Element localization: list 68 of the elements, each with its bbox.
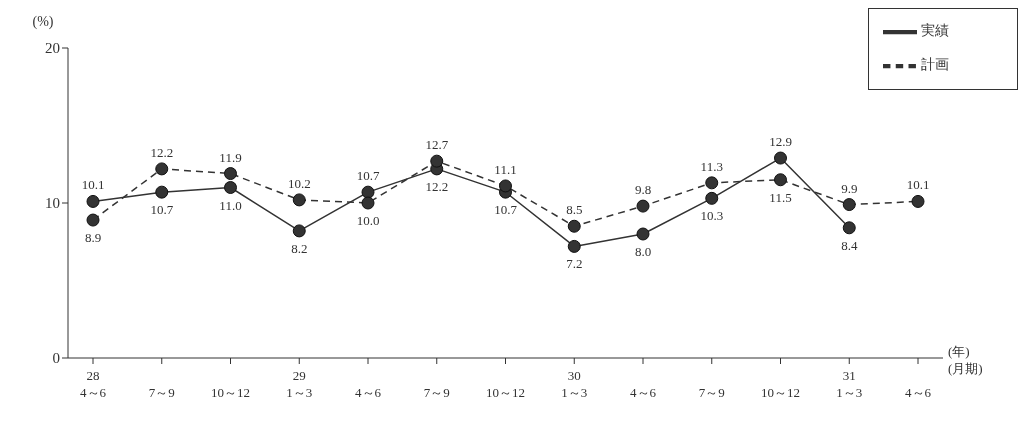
point — [155, 185, 169, 199]
x-tick-label: 4～6 — [630, 385, 657, 400]
data-label: 10.3 — [700, 208, 724, 224]
data-label: 11.3 — [700, 158, 723, 174]
y-axis-title: (%) — [32, 14, 54, 30]
legend-label: 実績 — [921, 23, 949, 39]
data-label: 11.5 — [769, 189, 792, 205]
point — [155, 162, 169, 176]
data-label: 10.2 — [287, 175, 311, 191]
x-tick-label: 10～12 — [761, 385, 800, 400]
data-label: 7.2 — [566, 256, 583, 272]
data-label: 12.7 — [425, 137, 449, 153]
point — [705, 176, 719, 190]
point — [430, 154, 444, 168]
data-label: 11.1 — [494, 161, 517, 177]
data-label: 9.8 — [634, 182, 652, 198]
point — [774, 151, 787, 165]
data-label: 9.9 — [841, 180, 858, 196]
y-tick-label: 20 — [45, 40, 60, 57]
point — [774, 173, 787, 187]
x-tick-label: 7～9 — [148, 385, 175, 400]
x-tick-label: 4～6 — [355, 385, 382, 400]
point — [292, 224, 306, 238]
data-label: 10.1 — [906, 177, 930, 193]
x-tick-label: 28 4～6 — [80, 368, 107, 400]
data-label: 8.4 — [841, 237, 858, 253]
y-tick-label: 10 — [45, 195, 60, 212]
y-tick-label: 0 — [52, 350, 60, 367]
point — [361, 196, 375, 210]
x-tick-label: 7～9 — [423, 385, 450, 400]
point — [499, 179, 512, 193]
data-label: 8.9 — [84, 230, 102, 246]
point — [567, 239, 581, 253]
data-label: 10.1 — [81, 177, 105, 193]
x-tick-label: 10～12 — [486, 385, 525, 400]
point — [705, 191, 719, 205]
x-tick-label: 7～9 — [698, 385, 725, 400]
point — [911, 194, 925, 208]
point — [636, 199, 650, 213]
x-tick-label: 30 1～3 — [561, 368, 588, 400]
data-label: 8.5 — [566, 202, 583, 218]
point — [636, 227, 650, 241]
data-label: 12.9 — [769, 134, 792, 150]
data-label: 10.7 — [150, 202, 174, 218]
x-axis-title: (年) (月期) — [948, 344, 983, 376]
point — [361, 185, 375, 199]
point — [224, 181, 237, 194]
x-tick-label: 4～6 — [905, 385, 932, 400]
data-label: 8.2 — [291, 240, 308, 256]
point — [86, 213, 100, 227]
point — [292, 193, 306, 207]
data-label: 8.0 — [634, 244, 652, 259]
x-tick-label: 31 1～3 — [836, 368, 863, 400]
data-label: 10.7 — [494, 202, 518, 218]
point — [842, 198, 856, 212]
data-label: 11.0 — [219, 197, 242, 213]
point — [842, 221, 856, 235]
x-tick-label: 10～12 — [211, 385, 250, 400]
data-label: 12.2 — [150, 144, 174, 160]
point — [567, 219, 581, 233]
point — [224, 167, 237, 181]
data-label: 12.2 — [425, 178, 449, 194]
point — [86, 194, 100, 208]
x-tick-label: 29 1～3 — [286, 368, 313, 400]
data-label: 11.9 — [219, 149, 242, 165]
data-label: 10.0 — [356, 213, 380, 228]
data-label: 10.7 — [356, 168, 380, 184]
legend-label: 計画 — [921, 57, 949, 73]
